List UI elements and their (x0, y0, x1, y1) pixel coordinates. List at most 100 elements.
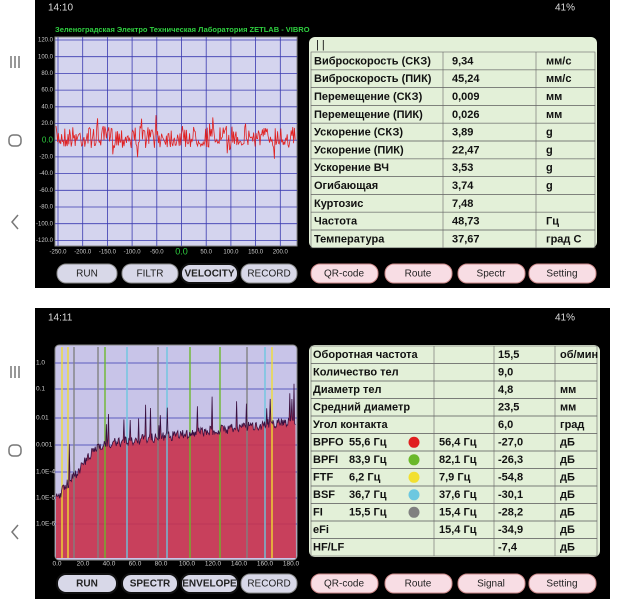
button-label: Setting (546, 269, 577, 280)
y-tick-label: 100.0 (38, 54, 54, 60)
nav-recent[interactable] (10, 366, 20, 378)
button-label: SPECTR (130, 579, 171, 590)
table-cell: 15,5 (498, 349, 519, 361)
y-tick-label: -60.0 (39, 188, 53, 194)
table-row (310, 538, 598, 557)
button-label: RECORD (247, 579, 290, 590)
table-cell: дБ (560, 524, 575, 536)
button-label: Signal (477, 579, 505, 590)
indicator-dot (408, 489, 420, 501)
y-tick-label: 120.0 (38, 38, 54, 44)
table-cell: Гц (546, 216, 559, 228)
button[interactable] (384, 573, 453, 594)
x-tick-label: -50.0 (150, 250, 164, 256)
y-tick-label: 0.0 (42, 135, 54, 144)
table-cell: HF/LF (313, 542, 344, 554)
y-tick-label: -20.0 (39, 154, 53, 160)
button[interactable] (121, 263, 179, 284)
table-cell: дБ (560, 507, 575, 519)
table-cell: мм (560, 384, 576, 396)
table-cell: 4,8 (498, 384, 513, 396)
nav-back[interactable] (11, 524, 19, 540)
table-cell: 22,47 (452, 144, 480, 156)
x-tick-label: 150.0 (248, 250, 264, 256)
table-cell: FTF (313, 472, 333, 484)
button-label: Spectr (477, 269, 507, 280)
button-label: RUN (76, 579, 98, 590)
table-cell: 0,026 (452, 109, 480, 121)
y-tick-label: 20.0 (41, 121, 53, 127)
table-cell: -7,4 (498, 542, 518, 554)
table-cell: -34,9 (498, 524, 523, 536)
table-cell: дБ (560, 489, 575, 501)
table-cell: об/мин (560, 349, 598, 361)
table-cell: 37,67 (452, 233, 480, 245)
button[interactable] (121, 573, 179, 594)
table-cell: -54,8 (498, 472, 523, 484)
table-cell: 6,0 (498, 419, 513, 431)
table-cell: Диаметр тел (313, 384, 381, 396)
table-cell: Перемещение (ПИК) (314, 109, 423, 121)
table-cell: Огибающая (314, 180, 378, 192)
status-time: 14:10 (48, 3, 73, 14)
y-tick-label: -80.0 (39, 205, 53, 211)
table-cell: Виброскорость (ПИК) (314, 73, 432, 85)
table-cell: FI (313, 507, 323, 519)
y-tick-label: 80.0 (41, 71, 53, 77)
button-label: VELOCITY (184, 269, 234, 280)
button-label: Route (405, 579, 432, 590)
table-cell: мм/с (546, 73, 571, 85)
table-cell: Ускорение (ПИК) (314, 144, 404, 156)
table-cell: Угол контакта (313, 419, 388, 431)
table-cell: 36,7 Гц (349, 489, 387, 501)
table-cell: 15,4 Гц (439, 524, 477, 536)
table-cell: 23,5 (498, 402, 519, 414)
table-cell: Частота (314, 216, 358, 228)
table-cell: 83,9 Гц (349, 454, 387, 466)
table-cell: g (546, 162, 553, 174)
waveform (55, 115, 296, 159)
x-tick-label: 200.0 (273, 250, 289, 256)
table-cell: g (546, 144, 553, 156)
x-tick-label: 100.0 (223, 250, 239, 256)
nav-recent[interactable] (10, 56, 20, 68)
app-title: Зеленоградская Электро Техническая Лабор… (55, 25, 310, 34)
button[interactable] (457, 263, 526, 284)
button[interactable] (528, 573, 597, 594)
table-cell: eFi (313, 524, 329, 536)
button[interactable] (56, 263, 118, 284)
button[interactable] (56, 573, 118, 594)
nav-home[interactable] (8, 444, 22, 457)
table-cell: -28,2 (498, 507, 523, 519)
table-cell: град С (546, 233, 581, 245)
button-label: RECORD (247, 269, 290, 280)
x-tick-label: 20.0 (77, 561, 90, 568)
nav-back[interactable] (11, 214, 19, 230)
table-cell: Виброскорость (СКЗ) (314, 55, 431, 67)
status-battery: 41% (555, 3, 575, 14)
status-time: 14:11 (48, 313, 73, 324)
button[interactable] (240, 263, 298, 284)
button[interactable] (180, 573, 239, 594)
button[interactable] (180, 263, 239, 284)
table-cell: 9,34 (452, 55, 474, 67)
plot-area (54, 36, 298, 247)
x-tick-label: -100.0 (124, 250, 142, 256)
table-cell: Ускорение ВЧ (314, 162, 389, 174)
y-tick-label: 0.01 (36, 415, 49, 422)
button[interactable] (240, 573, 298, 594)
table-cell: 56,4 Гц (439, 437, 477, 449)
table-cell: BSF (313, 489, 335, 501)
table-cell: мм (546, 91, 562, 103)
button[interactable] (528, 263, 597, 284)
button[interactable] (384, 263, 453, 284)
button[interactable] (457, 573, 526, 594)
x-tick-label: 40.0 (103, 561, 116, 568)
table-cell: дБ (560, 472, 575, 484)
x-tick-label: 100.0 (179, 561, 196, 568)
button[interactable] (310, 573, 379, 594)
button[interactable] (310, 263, 379, 284)
table-cell: g (546, 180, 553, 192)
y-tick-label: 0.1 (36, 386, 45, 393)
nav-home[interactable] (8, 134, 22, 147)
